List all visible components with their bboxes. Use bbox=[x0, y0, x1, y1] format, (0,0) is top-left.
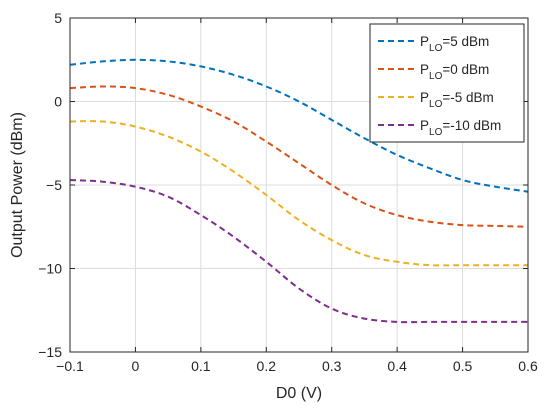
y-tick-label: −10 bbox=[38, 261, 62, 277]
legend: PLO=5 dBm PLO=0 dBm PLO=-5 dBm PLO=-10 dBm bbox=[369, 23, 525, 143]
x-tick-label: 0 bbox=[132, 358, 140, 374]
series-lines bbox=[69, 58, 529, 324]
x-tick-label: 0.5 bbox=[453, 358, 473, 374]
x-tick-label: 0.1 bbox=[191, 358, 211, 374]
legend-label-2: PLO=0 dBm bbox=[420, 62, 489, 82]
legend-label-4: PLO=-10 dBm bbox=[420, 118, 501, 138]
series-line-1 bbox=[69, 58, 529, 193]
legend-box bbox=[369, 23, 525, 143]
x-tick-label: −0.1 bbox=[56, 358, 84, 374]
y-tick-label: 5 bbox=[54, 10, 62, 26]
x-axis-label: D0 (V) bbox=[276, 385, 322, 402]
legend-label-1: PLO=5 dBm bbox=[420, 34, 489, 54]
axis-ticks: −0.1 0 0.1 0.2 0.3 0.4 0.5 0.6 −15 −10 −5 0 5 bbox=[38, 10, 538, 374]
x-tick-label: 0.6 bbox=[518, 358, 538, 374]
x-tick-label: 0.4 bbox=[387, 358, 407, 374]
x-tick-label: 0.2 bbox=[257, 358, 277, 374]
y-axis-label: Output Power (dBm) bbox=[9, 112, 26, 258]
x-tick-label: 0.3 bbox=[322, 358, 342, 374]
series-line-2 bbox=[69, 85, 529, 228]
y-tick-label: −15 bbox=[38, 344, 62, 360]
series-line-4 bbox=[69, 179, 528, 324]
y-tick-label: 0 bbox=[54, 94, 62, 110]
legend-label-3: PLO=-5 dBm bbox=[420, 90, 494, 110]
series-line-3 bbox=[69, 120, 528, 267]
y-tick-label: −5 bbox=[46, 177, 62, 193]
